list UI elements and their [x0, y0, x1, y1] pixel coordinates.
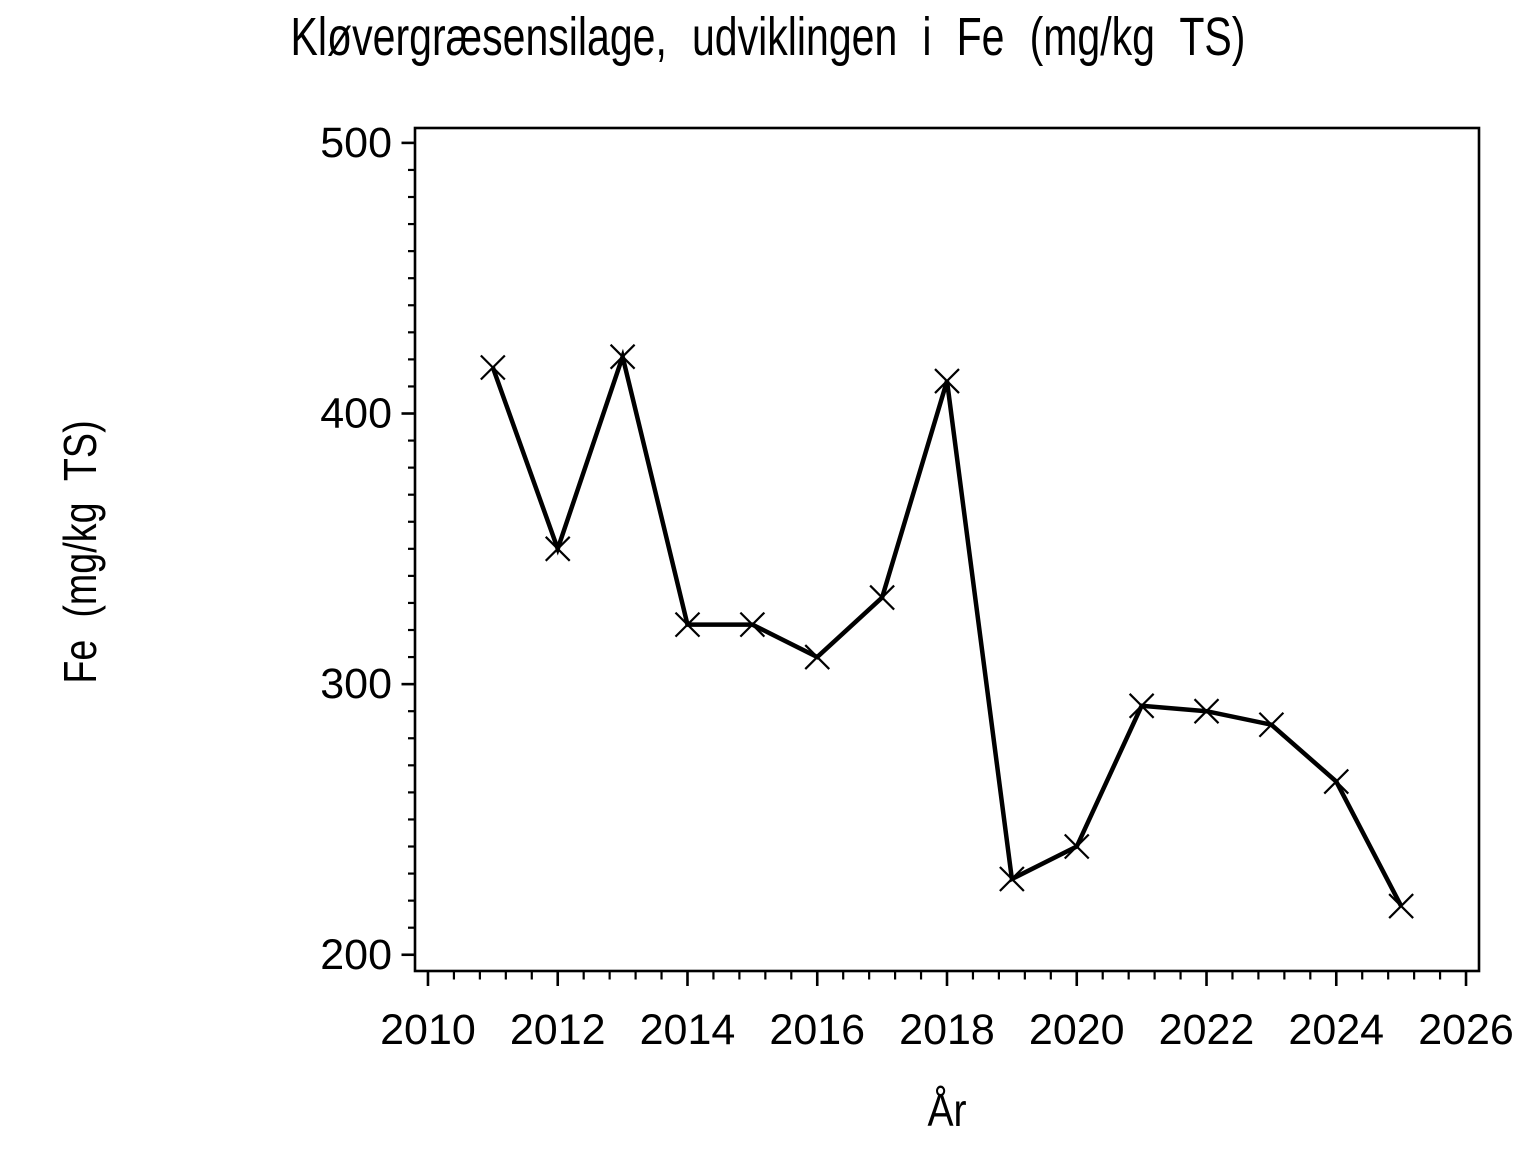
data-point-marker: [1128, 693, 1155, 719]
y-axis-tick-label: 500: [320, 119, 392, 167]
data-point-marker: [739, 611, 766, 638]
x-axis-tick-label: 2010: [380, 1006, 476, 1054]
x-axis-tick-label: 2022: [1159, 1006, 1255, 1054]
x-axis-tick-label: 2014: [640, 1006, 736, 1054]
x-axis-tick-label: 2018: [899, 1006, 995, 1054]
data-point-marker: [999, 866, 1025, 892]
x-axis-tick-label: 2012: [510, 1006, 606, 1054]
y-axis-tick-label: 200: [320, 931, 392, 979]
data-point-marker: [1063, 833, 1090, 860]
data-point-marker: [869, 584, 895, 611]
y-axis-tick-label: 400: [320, 390, 392, 438]
x-axis-tick-label: 2020: [1029, 1006, 1125, 1054]
data-point-marker: [934, 368, 960, 394]
x-axis-tick-label: 2026: [1418, 1006, 1514, 1054]
data-point-marker: [1323, 768, 1350, 795]
x-axis-title: År: [927, 1084, 967, 1136]
data-point-marker: [1193, 698, 1220, 724]
data-point-marker: [544, 536, 571, 562]
x-axis-tick-label: 2024: [1288, 1006, 1384, 1054]
data-point-marker: [1388, 893, 1414, 919]
data-point-marker: [480, 354, 506, 381]
data-point-marker: [804, 644, 831, 670]
plot-frame: [413, 126, 1481, 973]
x-axis-tick-label: 2016: [769, 1006, 865, 1054]
data-point-marker: [609, 343, 636, 370]
y-axis-title: Fe (mg/kg TS): [54, 420, 106, 684]
chart-title: Kløvergræsensilage, udviklingen i Fe (mg…: [290, 7, 1246, 67]
y-axis-tick-label: 300: [320, 660, 392, 708]
data-point-marker: [1258, 711, 1285, 738]
data-point-marker: [674, 611, 701, 638]
data-line: [490, 348, 1404, 908]
